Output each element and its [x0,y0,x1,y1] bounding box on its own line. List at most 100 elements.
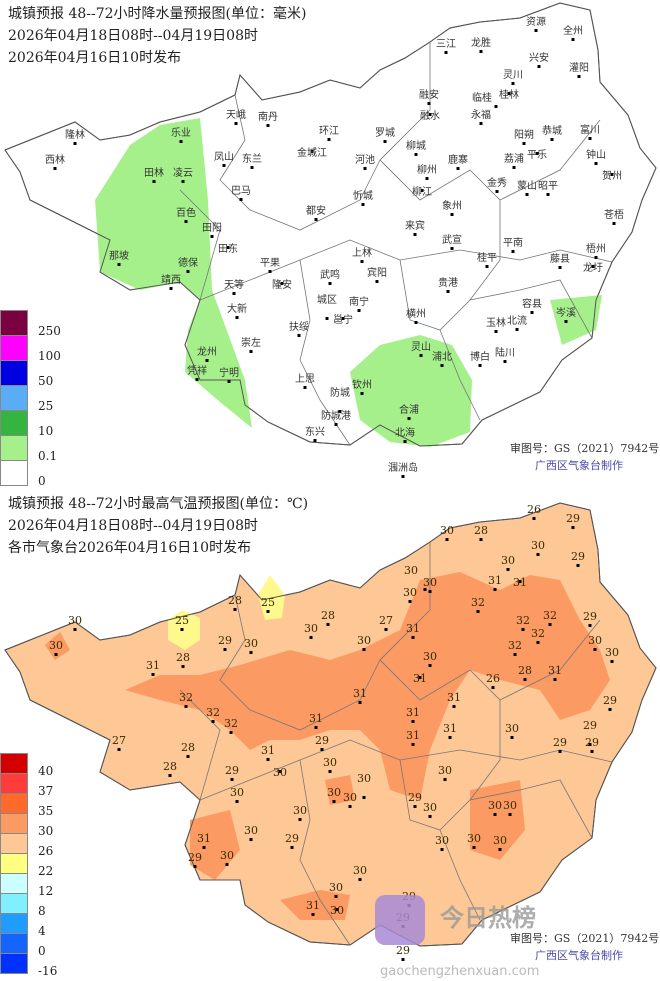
station-dot [536,553,540,556]
station-label: 全州 [563,24,583,37]
station-label: 南丹 [258,110,278,123]
station-dot [537,65,541,68]
station-dot [117,748,121,751]
station-label: 荔浦 [504,152,524,165]
station-dot [518,580,522,583]
temperature-label: 30 [230,786,244,799]
station-label: 贵港 [438,276,458,289]
station-dot [297,334,301,337]
station-label: 钟山 [586,148,606,161]
temperature-label: 29 [396,944,410,957]
temperature-label: 30 [327,786,341,799]
station-label: 陆川 [495,346,515,359]
station-label: 象州 [442,200,462,212]
station-label: 鹿寨 [448,153,468,166]
temperature-label: 31 [443,722,457,735]
station-dot [450,213,454,216]
temperature-label: 31 [413,672,427,685]
station-dot [223,648,227,651]
temperature-label: 30 [488,799,502,812]
station-dot [358,878,362,881]
temp-area-30-35 [325,775,355,805]
station-dot [452,705,456,708]
station-dot [510,736,514,739]
station-label: 平果 [260,257,280,269]
legend-level-label: 35 [38,804,54,818]
county-border [439,329,481,421]
county-border [299,259,351,446]
province-border [4,502,657,947]
temp-map-period: 2026年04月18日08时--04月19日08时 [8,518,258,534]
station-dot [590,750,594,753]
station-label: 德保 [178,256,198,269]
station-label: 百色 [176,206,196,219]
station-dot [358,701,362,704]
station-label: 上林 [352,246,372,259]
station-dot [525,193,529,196]
station-dot [443,778,447,781]
temp-producer: 广西区气象台制作 [535,949,623,962]
station-dot [334,423,338,426]
station-dot [152,180,156,183]
temperature-label: 29 [566,512,580,525]
station-label: 桂平 [477,251,497,264]
station-label: 乐业 [171,127,191,139]
temperature-label: 32 [206,706,220,719]
temperature-label: 30 [438,764,452,777]
rain-area [95,118,252,428]
temperature-label: 31 [488,574,502,587]
province-base [4,502,657,947]
station-dot [226,246,230,249]
station-dot [564,320,568,323]
temperature-label: 29 [585,736,599,749]
station-dot [332,800,336,803]
station-label: 靖西 [161,273,181,286]
station-dot [413,805,417,808]
temperature-label: 32 [516,614,530,627]
station-label: 扶绥 [289,320,309,333]
station-dot [73,628,77,631]
station-dot [320,748,324,751]
station-dot [588,743,592,746]
temp-map-issued: 各市气象台2026年04月16日10时发布 [8,540,252,556]
temperature-label: 30 [68,614,82,627]
station-dot [309,636,313,639]
station-dot [384,628,388,631]
legend-swatch [0,410,28,436]
station-dot [456,167,460,170]
temperature-label: 29 [218,634,232,647]
station-label: 天等 [224,278,244,291]
station-dot [266,124,270,127]
station-dot [360,260,364,263]
station-label: 玉林 [486,316,506,329]
station-dot [227,380,231,383]
station-dot [521,628,525,631]
station-dot [338,410,342,413]
station-label: 东兰 [242,152,262,165]
station-label: 富川 [580,123,600,136]
station-dot [181,665,185,668]
temperature-label: 28 [518,664,532,677]
station-dot [401,958,405,961]
station-dot [576,564,580,567]
station-dot [418,676,422,679]
county-border [299,759,351,946]
temp-area-30-35 [125,572,610,800]
temperature-label: 30 [423,801,437,814]
station-dot [229,731,233,734]
temperature-label: 30 [501,554,515,567]
station-dot [383,140,387,143]
legend-level-label: 250 [38,323,61,338]
temperature-label: 31 [406,706,420,719]
station-dot [444,51,448,54]
temperature-label: 28 [163,760,177,773]
station-dot [179,140,183,143]
legend-swatch [0,953,28,974]
temp-area-22-26 [168,610,200,650]
station-dot [408,600,412,603]
legend-level-label: 0 [38,944,46,958]
station-label: 岑溪 [556,307,576,319]
legend-level-label: 25 [38,398,54,413]
station-dot [478,364,482,367]
